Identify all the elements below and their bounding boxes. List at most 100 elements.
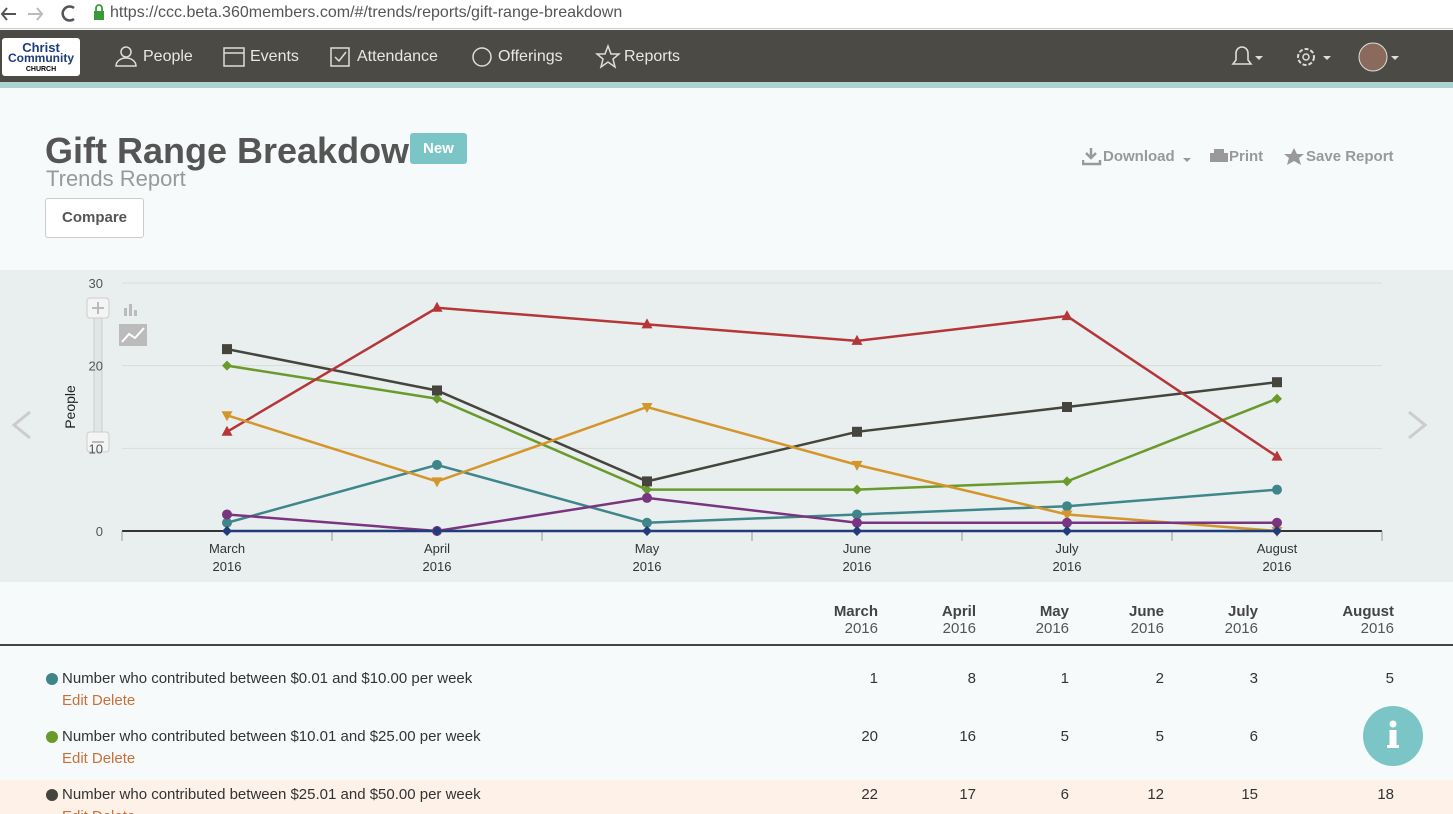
series-line <box>226 364 1278 491</box>
point <box>1062 476 1072 487</box>
table-cell: 5 <box>1155 728 1164 745</box>
table-cell: 6 <box>1249 728 1258 745</box>
point <box>431 477 443 488</box>
row-label: Number who contributed between $0.01 and… <box>62 670 473 687</box>
x-tick-label: August 2016 <box>1256 541 1298 574</box>
table-cell: 2 <box>1155 670 1164 687</box>
logo[interactable]: Christ Community CHURCH <box>2 38 80 76</box>
download-button[interactable]: Download <box>1103 148 1175 165</box>
point <box>642 476 652 487</box>
logo-text: Community <box>8 51 74 65</box>
table-header-rule <box>0 644 1453 646</box>
row-action[interactable]: Delete <box>91 750 136 767</box>
next-arrow[interactable] <box>1408 410 1428 440</box>
url[interactable]: https://ccc.beta.360members.com/#/trends… <box>110 4 623 21</box>
point <box>221 425 233 436</box>
chart-area: People 0 10 20 30 <box>0 270 1453 582</box>
table-cell: 15 <box>1241 786 1258 803</box>
row-label: Number who contributed between $10.01 an… <box>62 728 481 745</box>
table-cell: 17 <box>959 786 976 803</box>
point <box>1061 310 1073 321</box>
point <box>851 334 863 345</box>
compare-button[interactable]: Compare <box>45 198 144 238</box>
nav-item-icons <box>115 44 622 69</box>
print-button[interactable]: Print <box>1229 148 1264 165</box>
column-header: March 2016 <box>833 603 878 637</box>
point <box>222 344 232 355</box>
series-line <box>226 306 1278 458</box>
table-cell: 16 <box>959 728 976 745</box>
point <box>1272 484 1282 495</box>
column-header: July 2016 <box>1224 603 1258 637</box>
browser-controls <box>0 4 104 22</box>
table-cell: 1 <box>1060 670 1069 687</box>
point <box>222 517 232 528</box>
row-action[interactable]: Edit <box>62 808 88 814</box>
y-tick-label: 20 <box>89 359 103 374</box>
page-subtitle: Trends Report <box>46 166 186 191</box>
zoom-control[interactable] <box>86 297 147 453</box>
point <box>642 484 652 495</box>
point <box>852 517 862 528</box>
point <box>432 459 442 470</box>
point <box>641 403 653 413</box>
y-tick-label: 10 <box>89 441 103 456</box>
x-tick-label: July 2016 <box>1052 541 1082 574</box>
info-button[interactable] <box>1362 705 1424 767</box>
prev-arrow[interactable] <box>11 410 31 440</box>
nav-events[interactable]: Events <box>250 48 299 65</box>
point <box>1272 377 1282 388</box>
nav-attendance[interactable]: Attendance <box>357 48 438 65</box>
table-row: Number who contributed between $0.01 and… <box>0 664 1453 722</box>
column-header: April 2016 <box>941 603 976 637</box>
table-cell: 22 <box>861 786 878 803</box>
table-cell: 5 <box>1060 728 1069 745</box>
point <box>432 393 442 404</box>
series-line <box>226 347 1278 483</box>
series-dot <box>46 673 58 685</box>
series-line <box>226 405 1278 533</box>
row-actions: Edit Delete <box>62 808 139 814</box>
nav-icons[interactable] <box>1225 42 1410 72</box>
chart: People 0 10 20 30 <box>11 276 1428 541</box>
logo-text: CHURCH <box>25 66 57 73</box>
point <box>1272 526 1282 536</box>
table-row: Number who contributed between $10.01 an… <box>0 722 1453 780</box>
row-action[interactable]: Delete <box>91 692 136 709</box>
point <box>1272 393 1282 404</box>
table-cell: 1 <box>869 670 878 687</box>
x-tick-label: April 2016 <box>422 541 452 574</box>
badge: New <box>410 133 467 164</box>
point <box>431 301 443 312</box>
column-header: June 2016 <box>1128 603 1164 637</box>
point <box>852 426 862 437</box>
action-icons <box>1082 148 1304 166</box>
point <box>852 484 862 495</box>
nav-offerings[interactable]: Offerings <box>498 48 563 65</box>
point <box>222 360 232 371</box>
point <box>432 385 442 396</box>
nav-reports[interactable]: Reports <box>624 48 681 65</box>
row-label: Number who contributed between $25.01 an… <box>62 786 481 803</box>
row-action[interactable]: Edit <box>62 692 88 709</box>
browser-bar: https://ccc.beta.360members.com/#/trends… <box>0 0 1453 29</box>
nav-people[interactable]: People <box>143 48 193 65</box>
point <box>642 517 652 528</box>
x-tick-label: March 2016 <box>208 541 246 574</box>
row-action[interactable]: Delete <box>92 808 135 814</box>
point <box>851 460 863 471</box>
row-action[interactable]: Edit <box>62 750 88 767</box>
table-cell: 5 <box>1385 670 1394 687</box>
save-report-button[interactable]: Save Report <box>1306 148 1394 165</box>
table-cell: 20 <box>861 728 878 745</box>
x-tick-label: May 2016 <box>632 541 662 574</box>
point <box>221 411 233 422</box>
table-cell: 6 <box>1060 786 1069 803</box>
point <box>222 526 232 536</box>
point <box>1062 402 1072 412</box>
y-axis-label: People <box>62 385 78 429</box>
point <box>222 509 232 520</box>
point <box>1062 526 1072 536</box>
